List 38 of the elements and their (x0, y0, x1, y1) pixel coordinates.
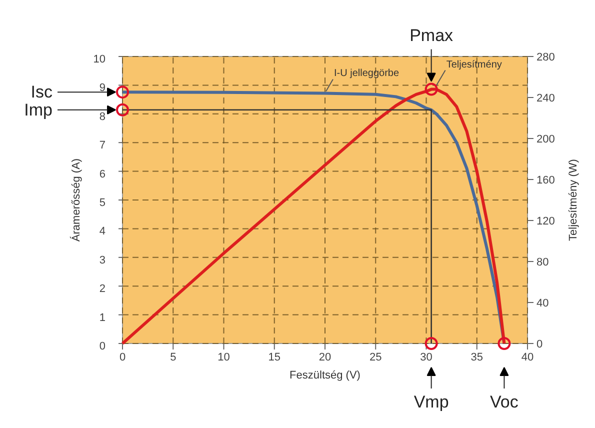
y-tick-label: 0 (99, 340, 106, 352)
y-tick-label: 6 (99, 168, 106, 180)
annotation: Imp (24, 100, 53, 120)
y-tick-label: 5 (99, 197, 106, 209)
x-tick-label: 15 (268, 352, 281, 364)
y2-tick-label: 0 (536, 338, 543, 350)
x-axis-title: Feszültség (V) (290, 370, 360, 382)
x-tick-label: 25 (370, 352, 382, 364)
y2-axis-title: Teljesítmény (W) (568, 159, 580, 241)
annotation: Vmp (414, 392, 449, 412)
y-axis-title: Áramerősség (A) (70, 158, 82, 242)
x-tick-label: 0 (119, 352, 126, 364)
y-tick-label: 3 (99, 254, 106, 266)
x-tick-label: 35 (470, 352, 484, 364)
series-label: Teljesítmény (446, 59, 502, 70)
y2-tick-label: 80 (536, 256, 549, 268)
y2-tick-label: 160 (536, 174, 555, 186)
y2-tick-label: 120 (536, 216, 555, 228)
y-tick-label: 1 (99, 312, 106, 324)
y2-tick-label: 240 (536, 92, 555, 104)
x-tick-label: 40 (521, 352, 534, 364)
y-tick-label: 10 (93, 54, 106, 66)
y-tick-label: 2 (99, 283, 106, 296)
y-tick-label: 4 (99, 226, 106, 238)
x-tick-label: 5 (170, 352, 176, 364)
series-label: I-U jelleggörbe (334, 68, 400, 80)
y2-tick-label: 200 (536, 134, 555, 146)
y-tick-label: 7 (99, 140, 106, 152)
annotation: Pmax (410, 26, 454, 46)
x-tick-label: 10 (218, 352, 230, 364)
y-tick-label: 9 (99, 82, 106, 94)
x-tick-label: 20 (318, 352, 332, 364)
y2-tick-label: 280 (536, 52, 555, 64)
y2-tick-label: 40 (536, 298, 549, 310)
x-tick-label: 30 (420, 352, 432, 364)
y-tick-label: 8 (99, 110, 106, 123)
annotation: Voc (490, 392, 519, 412)
annotation: Isc (30, 82, 53, 102)
